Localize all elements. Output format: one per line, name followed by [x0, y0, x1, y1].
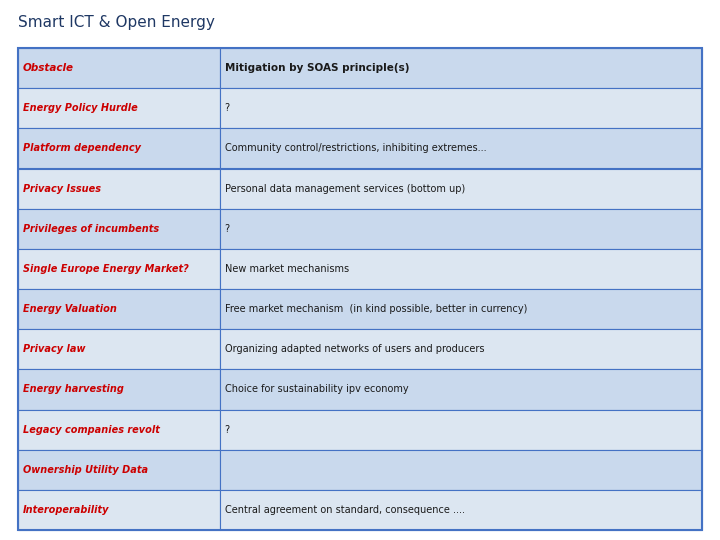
Text: ?: ?: [225, 424, 230, 435]
Text: Single Europe Energy Market?: Single Europe Energy Market?: [23, 264, 189, 274]
Bar: [18, 369, 220, 409]
Text: Choice for sustainability ipv economy: Choice for sustainability ipv economy: [225, 384, 408, 394]
Text: ?: ?: [225, 103, 230, 113]
Text: Privacy law: Privacy law: [23, 345, 86, 354]
Bar: [220, 129, 702, 168]
Text: Platform dependency: Platform dependency: [23, 144, 141, 153]
Bar: [18, 48, 702, 530]
Bar: [18, 208, 220, 249]
Bar: [220, 329, 702, 369]
Text: Legacy companies revolt: Legacy companies revolt: [23, 424, 160, 435]
Text: Energy harvesting: Energy harvesting: [23, 384, 124, 394]
Text: Privacy Issues: Privacy Issues: [23, 184, 101, 193]
Text: Smart ICT & Open Energy: Smart ICT & Open Energy: [18, 15, 215, 30]
Text: Interoperability: Interoperability: [23, 505, 109, 515]
Text: Energy Policy Hurdle: Energy Policy Hurdle: [23, 103, 138, 113]
Bar: [18, 409, 220, 450]
Text: Community control/restrictions, inhibiting extremes...: Community control/restrictions, inhibiti…: [225, 144, 487, 153]
Text: Obstacle: Obstacle: [23, 63, 74, 73]
Bar: [18, 249, 220, 289]
Text: Personal data management services (bottom up): Personal data management services (botto…: [225, 184, 465, 193]
Bar: [220, 369, 702, 409]
Bar: [220, 450, 702, 490]
Bar: [220, 168, 702, 208]
Bar: [18, 88, 220, 129]
Bar: [220, 409, 702, 450]
Bar: [18, 490, 220, 530]
Bar: [220, 490, 702, 530]
Bar: [18, 48, 220, 88]
Text: Privileges of incumbents: Privileges of incumbents: [23, 224, 159, 234]
Bar: [220, 249, 702, 289]
Text: Central agreement on standard, consequence ....: Central agreement on standard, consequen…: [225, 505, 465, 515]
Bar: [220, 208, 702, 249]
Text: Free market mechanism  (in kind possible, better in currency): Free market mechanism (in kind possible,…: [225, 304, 527, 314]
Text: ?: ?: [225, 224, 230, 234]
Bar: [18, 329, 220, 369]
Bar: [220, 48, 702, 88]
Bar: [220, 289, 702, 329]
Bar: [18, 289, 220, 329]
Bar: [18, 168, 220, 208]
Bar: [220, 88, 702, 129]
Text: Ownership Utility Data: Ownership Utility Data: [23, 465, 148, 475]
Text: Energy Valuation: Energy Valuation: [23, 304, 117, 314]
Text: Mitigation by SOAS principle(s): Mitigation by SOAS principle(s): [225, 63, 409, 73]
Bar: [18, 129, 220, 168]
Bar: [18, 450, 220, 490]
Text: Organizing adapted networks of users and producers: Organizing adapted networks of users and…: [225, 345, 485, 354]
Text: New market mechanisms: New market mechanisms: [225, 264, 349, 274]
